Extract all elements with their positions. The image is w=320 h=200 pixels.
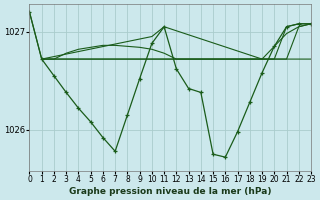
X-axis label: Graphe pression niveau de la mer (hPa): Graphe pression niveau de la mer (hPa)	[69, 187, 271, 196]
